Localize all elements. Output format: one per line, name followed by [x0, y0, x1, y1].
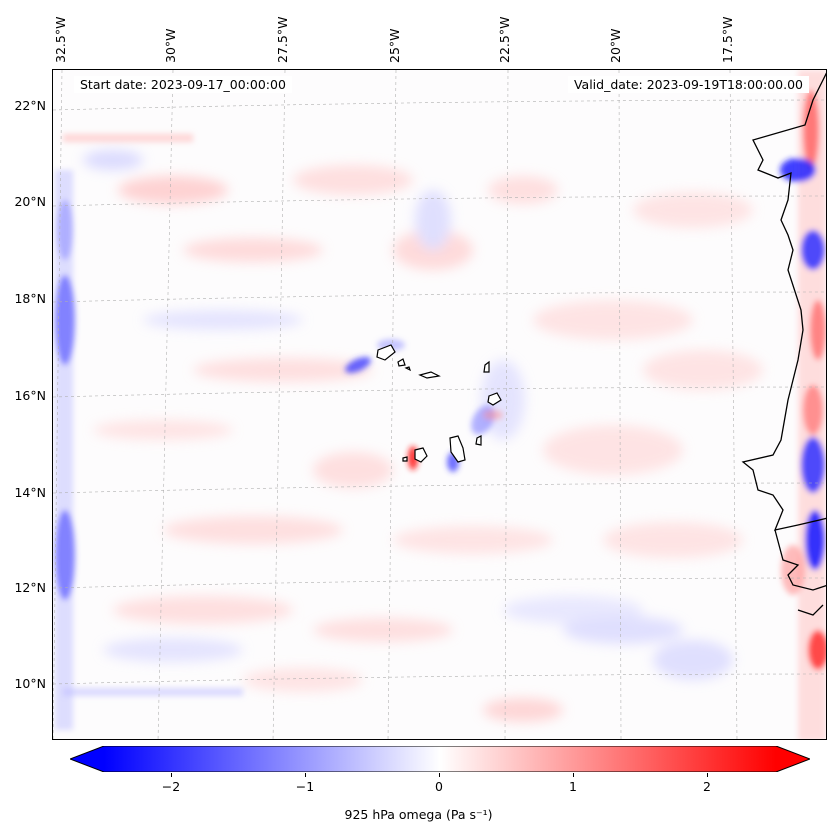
colorbar-label-1: 1 [569, 779, 577, 794]
island-sao-nicolau [418, 371, 441, 379]
omega-field-map [53, 70, 826, 739]
colorbar-label-2: 2 [703, 779, 711, 794]
lon-label-30w: 30°W [163, 28, 178, 63]
island-santiago [449, 435, 466, 463]
colorbar-title: 925 hPa omega (Pa s⁻¹) [344, 807, 493, 822]
lon-label-22-5w: 22.5°W [497, 16, 512, 63]
island-boa-vista [487, 392, 502, 406]
lon-label-25w: 25°W [387, 28, 402, 63]
island-brava [402, 456, 408, 462]
valid-date-label: Valid_date: 2023-09-19T18:00:00.00 [567, 76, 809, 93]
start-date-label: Start date: 2023-09-17_00:00:00 [74, 76, 292, 93]
lat-label-20n: 20°N [14, 194, 46, 209]
island-sal [483, 360, 490, 373]
map-panel [52, 69, 827, 740]
lat-label-12n: 12°N [14, 580, 46, 595]
lat-label-14n: 14°N [14, 485, 46, 500]
island-fogo [414, 447, 428, 463]
island-santo-antao [376, 344, 396, 361]
lat-label-18n: 18°N [14, 291, 46, 306]
cape-verde-islands [376, 344, 502, 463]
coastline [741, 72, 826, 616]
lat-label-10n: 10°N [14, 676, 46, 691]
island-maio [475, 435, 482, 446]
gridlines [53, 70, 826, 739]
island-sao-vicente [397, 358, 406, 367]
island-santa-luzia [404, 366, 412, 372]
lon-label-20w: 20°W [608, 28, 623, 63]
colorbar-label-neg2: −2 [161, 779, 181, 794]
omega-field [55, 70, 826, 739]
colorbar-tick-1 [573, 773, 574, 777]
colorbar-tick-0 [439, 773, 440, 777]
lon-label-17-5w: 17.5°W [720, 16, 735, 63]
colorbar-gradient [68, 745, 812, 773]
colorbar-label-0: 0 [435, 779, 443, 794]
colorbar-extend-left [70, 746, 104, 772]
lat-label-22n: 22°N [14, 98, 46, 113]
colorbar-label-neg1: −1 [295, 779, 315, 794]
lat-label-16n: 16°N [14, 388, 46, 403]
colorbar-tick-neg1 [305, 773, 306, 777]
lon-label-32-5w: 32.5°W [53, 16, 68, 63]
lon-label-27-5w: 27.5°W [275, 16, 290, 63]
colorbar-tick-2 [707, 773, 708, 777]
colorbar-extend-right [776, 746, 810, 772]
colorbar [68, 745, 812, 773]
colorbar-tick-neg2 [171, 773, 172, 777]
